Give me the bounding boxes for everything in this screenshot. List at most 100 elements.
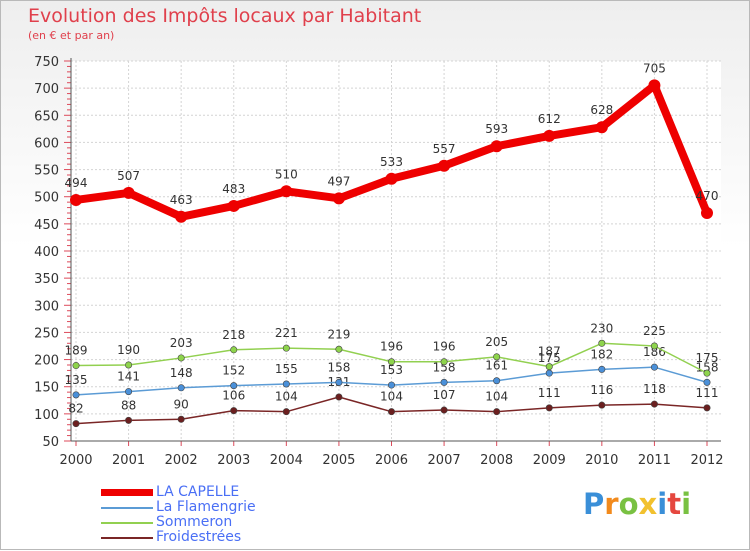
y-tick-label: 50 [42,435,59,450]
data-point-froidestrees [282,408,290,416]
legend-swatch-la-flamengrie [101,507,153,509]
data-point-la-capelle [227,199,240,212]
data-point-sommeron [703,369,711,377]
data-label-la-flamengrie: 158 [327,360,350,374]
y-tick-label: 550 [34,164,59,179]
data-label-froidestrees: 88 [121,398,136,412]
logo-letter: r [604,487,619,521]
data-label-sommeron: 196 [380,340,403,354]
x-tick-label: 2007 [428,453,461,468]
data-label-la-capelle: 612 [538,112,561,126]
legend-item-froidestrees: Froidestrées [101,530,351,545]
data-label-sommeron: 196 [433,340,456,354]
data-point-froidestrees [125,416,133,424]
data-label-la-capelle: 533 [380,155,403,169]
data-label-la-capelle: 510 [275,167,298,181]
data-point-froidestrees [650,400,658,408]
data-label-la-capelle: 705 [643,61,666,75]
data-label-froidestrees: 116 [590,383,613,397]
data-label-froidestrees: 82 [68,402,83,416]
data-label-sommeron: 225 [643,324,666,338]
y-tick-label: 250 [34,326,59,341]
data-point-la-flamengrie [282,380,290,388]
logo-letter: o [618,487,639,521]
y-tick-label: 500 [34,191,59,206]
data-point-froidestrees [230,407,238,415]
data-point-la-flamengrie [440,378,448,386]
data-label-la-capelle: 494 [65,176,88,190]
data-point-sommeron [72,362,80,370]
data-label-la-flamengrie: 148 [170,366,193,380]
x-tick-label: 2012 [690,453,723,468]
data-point-sommeron [177,354,185,362]
data-label-sommeron: 230 [590,321,613,335]
data-point-la-flamengrie [177,384,185,392]
data-label-la-capelle: 463 [170,193,193,207]
y-tick-label: 450 [34,218,59,233]
chart-subtitle: (en € et par an) [28,29,115,42]
data-point-la-capelle [332,192,345,205]
y-tick-label: 700 [34,82,59,97]
data-point-sommeron [545,363,553,371]
legend-label-la-flamengrie: La Flamengrie [156,499,256,515]
data-point-la-flamengrie [650,363,658,371]
legend-item-la-capelle: LA CAPELLE [101,485,351,500]
data-point-la-capelle [595,121,608,134]
data-point-sommeron [282,344,290,352]
data-point-la-capelle [701,207,713,219]
data-label-la-capelle: 483 [222,182,245,196]
x-tick-label: 2003 [217,453,250,468]
legend-swatch-la-capelle [101,489,153,496]
data-point-la-capelle [122,186,135,199]
legend-swatch-froidestrees [101,537,153,539]
data-point-la-capelle [280,185,293,198]
data-point-la-capelle [490,140,503,153]
y-tick-label: 600 [34,136,59,151]
data-point-sommeron [335,345,343,353]
data-point-la-flamengrie [493,377,501,385]
data-label-la-capelle: 628 [590,103,613,117]
data-label-froidestrees: 111 [538,386,561,400]
data-point-la-flamengrie [598,365,606,373]
x-tick-label: 2006 [375,453,408,468]
data-point-la-capelle [648,79,661,92]
data-point-sommeron [230,346,238,354]
data-label-la-capelle: 470 [696,189,719,203]
x-tick-label: 2008 [480,453,513,468]
x-tick-label: 2005 [322,453,355,468]
data-point-froidestrees [493,408,501,416]
data-label-la-capelle: 507 [117,169,140,183]
legend-label-la-capelle: LA CAPELLE [156,484,240,500]
data-label-sommeron: 221 [275,326,298,340]
y-tick-label: 200 [34,354,59,369]
data-point-la-capelle [70,193,82,206]
data-label-sommeron: 205 [485,335,508,349]
legend-item-sommeron: Sommeron [101,515,351,530]
data-point-froidestrees [387,408,395,416]
x-tick-label: 2000 [59,453,92,468]
data-label-la-capelle: 497 [327,174,350,188]
data-label-sommeron: 203 [170,336,193,350]
logo-letter: P [583,487,605,521]
data-point-froidestrees [335,393,343,401]
data-label-froidestrees: 111 [696,386,719,400]
chart-title: Evolution des Impôts locaux par Habitant [28,5,422,27]
data-point-froidestrees [177,415,185,423]
data-label-la-flamengrie: 135 [65,373,88,387]
x-tick-label: 2001 [112,453,145,468]
data-label-froidestrees: 90 [174,397,189,411]
data-point-sommeron [598,339,606,347]
data-point-sommeron [387,358,395,366]
data-point-la-flamengrie [125,388,133,396]
data-point-la-capelle [385,172,398,185]
data-point-la-flamengrie [387,381,395,389]
x-tick-label: 2004 [270,453,303,468]
data-label-la-flamengrie: 153 [380,363,403,377]
x-tick-label: 2010 [585,453,618,468]
data-point-froidestrees [440,406,448,414]
data-point-la-flamengrie [72,391,80,399]
data-point-sommeron [125,361,133,369]
legend-label-froidestrees: Froidestrées [156,529,242,545]
data-point-froidestrees [598,401,606,409]
